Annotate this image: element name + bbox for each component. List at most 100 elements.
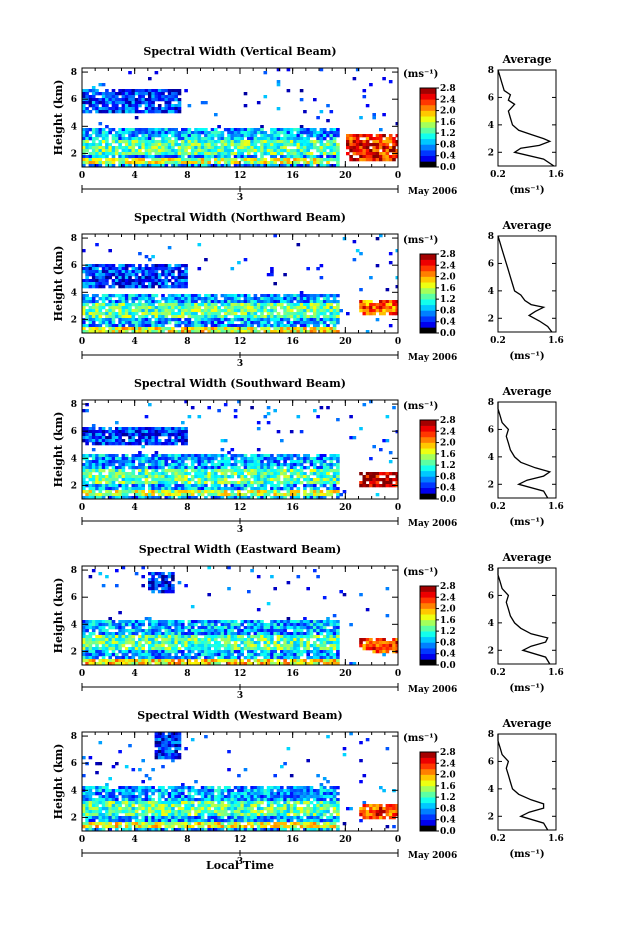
heatmap-cell bbox=[306, 454, 310, 458]
heatmap-cell bbox=[256, 161, 261, 165]
heatmap-cell bbox=[111, 442, 116, 446]
heatmap-cell bbox=[316, 481, 320, 485]
heatmap-cell bbox=[148, 490, 152, 494]
heatmap-cell bbox=[256, 128, 261, 132]
heatmap-cell bbox=[187, 312, 192, 316]
heatmap-cell bbox=[171, 149, 175, 153]
heatmap-cell bbox=[217, 161, 221, 165]
heatmap-cell bbox=[332, 478, 337, 482]
heatmap-cell bbox=[200, 481, 205, 485]
heatmap-cell bbox=[197, 330, 202, 333]
heatmap-cell bbox=[88, 309, 93, 313]
heatmap-cell bbox=[303, 161, 307, 165]
heatmap-cell bbox=[210, 629, 215, 633]
heatmap-cell bbox=[164, 161, 169, 165]
heatmap-cell bbox=[174, 493, 178, 497]
heatmap-cell bbox=[174, 321, 178, 325]
heatmap-cell bbox=[204, 626, 208, 630]
heatmap-cell bbox=[131, 463, 136, 467]
heatmap-cell bbox=[187, 104, 192, 108]
heatmap-cell bbox=[194, 481, 198, 485]
heatmap-cell bbox=[197, 306, 202, 310]
heatmap-cell bbox=[223, 484, 228, 488]
heatmap-cell bbox=[256, 146, 261, 150]
heatmap-cell bbox=[101, 436, 106, 440]
heatmap-cell bbox=[293, 626, 297, 630]
heatmap-cell bbox=[293, 490, 297, 494]
heatmap-cell bbox=[131, 481, 136, 485]
heatmap-cell bbox=[375, 137, 380, 141]
heatmap-cell bbox=[247, 158, 251, 162]
heatmap-cell bbox=[187, 496, 192, 499]
heatmap-cell bbox=[108, 327, 112, 331]
heatmap-cell bbox=[128, 155, 132, 159]
heatmap-cell bbox=[332, 137, 337, 141]
heatmap-cell bbox=[105, 155, 109, 159]
heatmap-cell bbox=[95, 641, 99, 645]
heatmap-cell bbox=[346, 134, 350, 138]
heatmap-cell bbox=[157, 300, 162, 304]
heatmap-cell bbox=[111, 327, 116, 331]
heatmap-cell bbox=[217, 306, 221, 310]
heatmap-cell bbox=[131, 318, 136, 322]
heatmap-cell bbox=[283, 312, 287, 316]
heatmap-cell bbox=[101, 300, 106, 304]
heatmap-cell bbox=[336, 629, 340, 633]
heatmap-cell bbox=[283, 330, 287, 333]
heatmap-cell bbox=[82, 436, 86, 440]
heatmap-cell bbox=[157, 318, 162, 322]
heatmap-cell bbox=[240, 137, 244, 141]
heatmap-cell bbox=[124, 279, 129, 283]
heatmap-cell bbox=[276, 83, 281, 87]
heatmap-cell bbox=[197, 146, 202, 150]
heatmap-cell bbox=[118, 629, 122, 633]
heatmap-cell bbox=[124, 276, 129, 280]
heatmap-cell bbox=[286, 481, 291, 485]
heatmap-cell bbox=[276, 134, 281, 138]
heatmap-cell bbox=[329, 131, 334, 135]
heatmap-cell bbox=[230, 137, 235, 141]
colorbar-swatch bbox=[420, 321, 436, 328]
heatmap-cell bbox=[157, 276, 162, 280]
heatmap-cell bbox=[276, 641, 281, 645]
colorbar-swatch bbox=[420, 453, 436, 460]
heatmap-cell bbox=[223, 137, 228, 141]
heatmap-cell bbox=[167, 318, 172, 322]
heatmap-cell bbox=[157, 590, 162, 594]
heatmap-cell bbox=[82, 626, 86, 630]
heatmap-cell bbox=[214, 454, 218, 458]
heatmap-cell bbox=[250, 300, 254, 304]
heatmap-cell bbox=[270, 490, 274, 494]
heatmap-cell bbox=[131, 89, 136, 93]
heatmap-cell bbox=[105, 493, 109, 497]
heatmap-cell bbox=[319, 478, 324, 482]
heatmap-cell bbox=[250, 161, 254, 165]
heatmap-cell bbox=[105, 131, 109, 135]
heatmap-cell bbox=[174, 463, 178, 467]
heatmap-cell bbox=[273, 330, 277, 333]
heatmap-cell bbox=[138, 128, 142, 132]
heatmap-cell bbox=[243, 454, 248, 458]
heatmap-cell bbox=[240, 309, 244, 313]
heatmap-cell bbox=[316, 164, 320, 167]
heatmap-cell bbox=[210, 460, 215, 464]
heatmap-cell bbox=[382, 481, 386, 485]
heatmap-cell bbox=[217, 158, 221, 162]
heatmap-cell bbox=[157, 635, 162, 639]
heatmap-cell bbox=[365, 143, 370, 147]
heatmap-cell bbox=[115, 98, 119, 102]
heatmap-cell bbox=[194, 457, 198, 461]
heatmap-cell bbox=[227, 149, 231, 153]
heatmap-cell bbox=[233, 472, 238, 476]
heatmap-cell bbox=[157, 620, 162, 624]
heatmap-cell bbox=[111, 475, 116, 479]
heatmap-cell bbox=[273, 626, 277, 630]
heatmap-cell bbox=[161, 433, 165, 437]
heatmap-cell bbox=[266, 481, 271, 485]
heatmap-cell bbox=[283, 620, 287, 624]
heatmap-cell bbox=[388, 641, 393, 645]
heatmap-cell bbox=[118, 315, 122, 319]
heatmap-cell bbox=[359, 481, 363, 485]
heatmap-cell bbox=[121, 279, 126, 283]
heatmap-cell bbox=[342, 593, 347, 597]
